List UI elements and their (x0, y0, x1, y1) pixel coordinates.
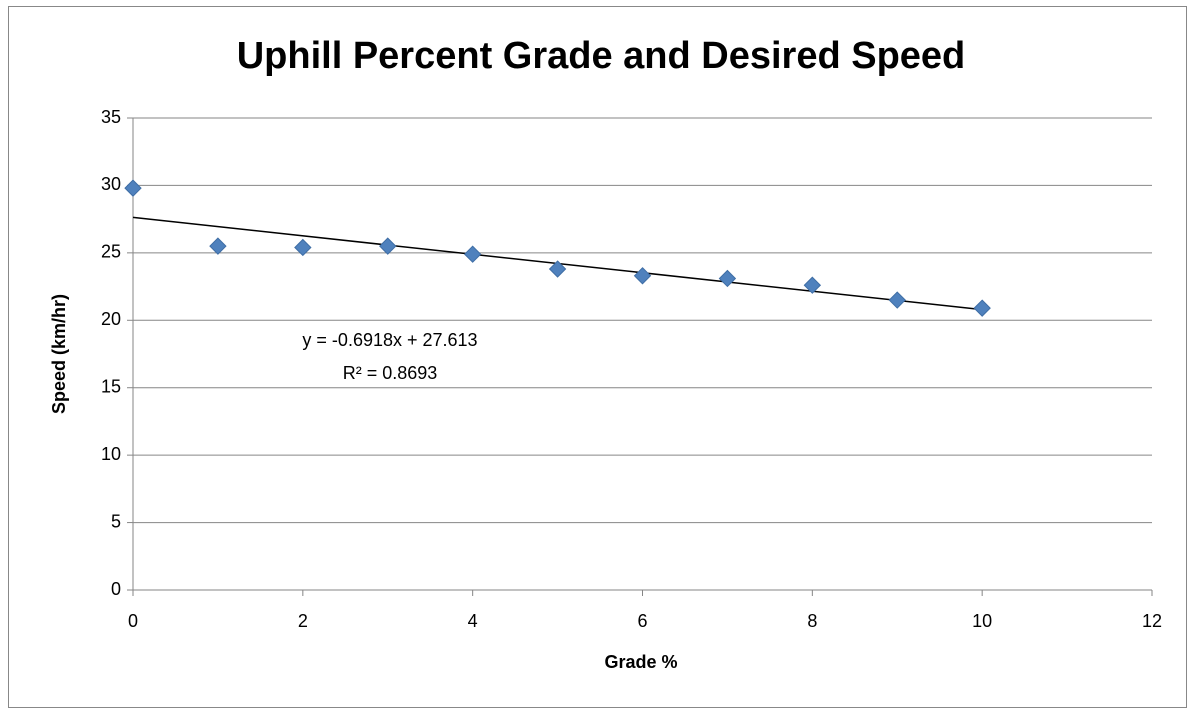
trendline-equation: y = -0.6918x + 27.613 (302, 330, 477, 350)
x-tick-label: 2 (298, 611, 308, 631)
y-tick-label: 15 (101, 376, 121, 396)
chart-frame (8, 6, 1187, 708)
x-tick-label: 6 (637, 611, 647, 631)
x-tick-label: 0 (128, 611, 138, 631)
chart-title: Uphill Percent Grade and Desired Speed (237, 35, 966, 77)
data-point (973, 299, 991, 317)
data-point (294, 238, 312, 257)
y-tick-label: 25 (101, 242, 121, 262)
data-point (718, 269, 737, 288)
data-point (633, 267, 652, 285)
y-tick-label: 30 (101, 174, 121, 194)
data-point (463, 245, 482, 263)
x-tick-label: 12 (1142, 611, 1162, 631)
y-tick-label: 5 (111, 511, 121, 531)
data-point (548, 260, 567, 278)
x-tick-label: 10 (972, 611, 992, 631)
x-tick-label: 4 (468, 611, 478, 631)
y-tick-label: 0 (111, 579, 121, 599)
y-axis-title: Speed (km/hr) (49, 294, 69, 414)
data-point (124, 179, 142, 197)
data-point (209, 237, 227, 255)
trendline-r-squared: R² = 0.8693 (343, 363, 438, 383)
y-tick-label: 20 (101, 309, 121, 329)
y-tick-label: 10 (101, 444, 121, 464)
y-tick-label: 35 (101, 107, 121, 127)
x-tick-label: 8 (807, 611, 817, 631)
data-point (379, 237, 397, 255)
data-point (888, 291, 906, 309)
data-point (803, 276, 822, 294)
x-axis-title: Grade % (604, 652, 677, 672)
